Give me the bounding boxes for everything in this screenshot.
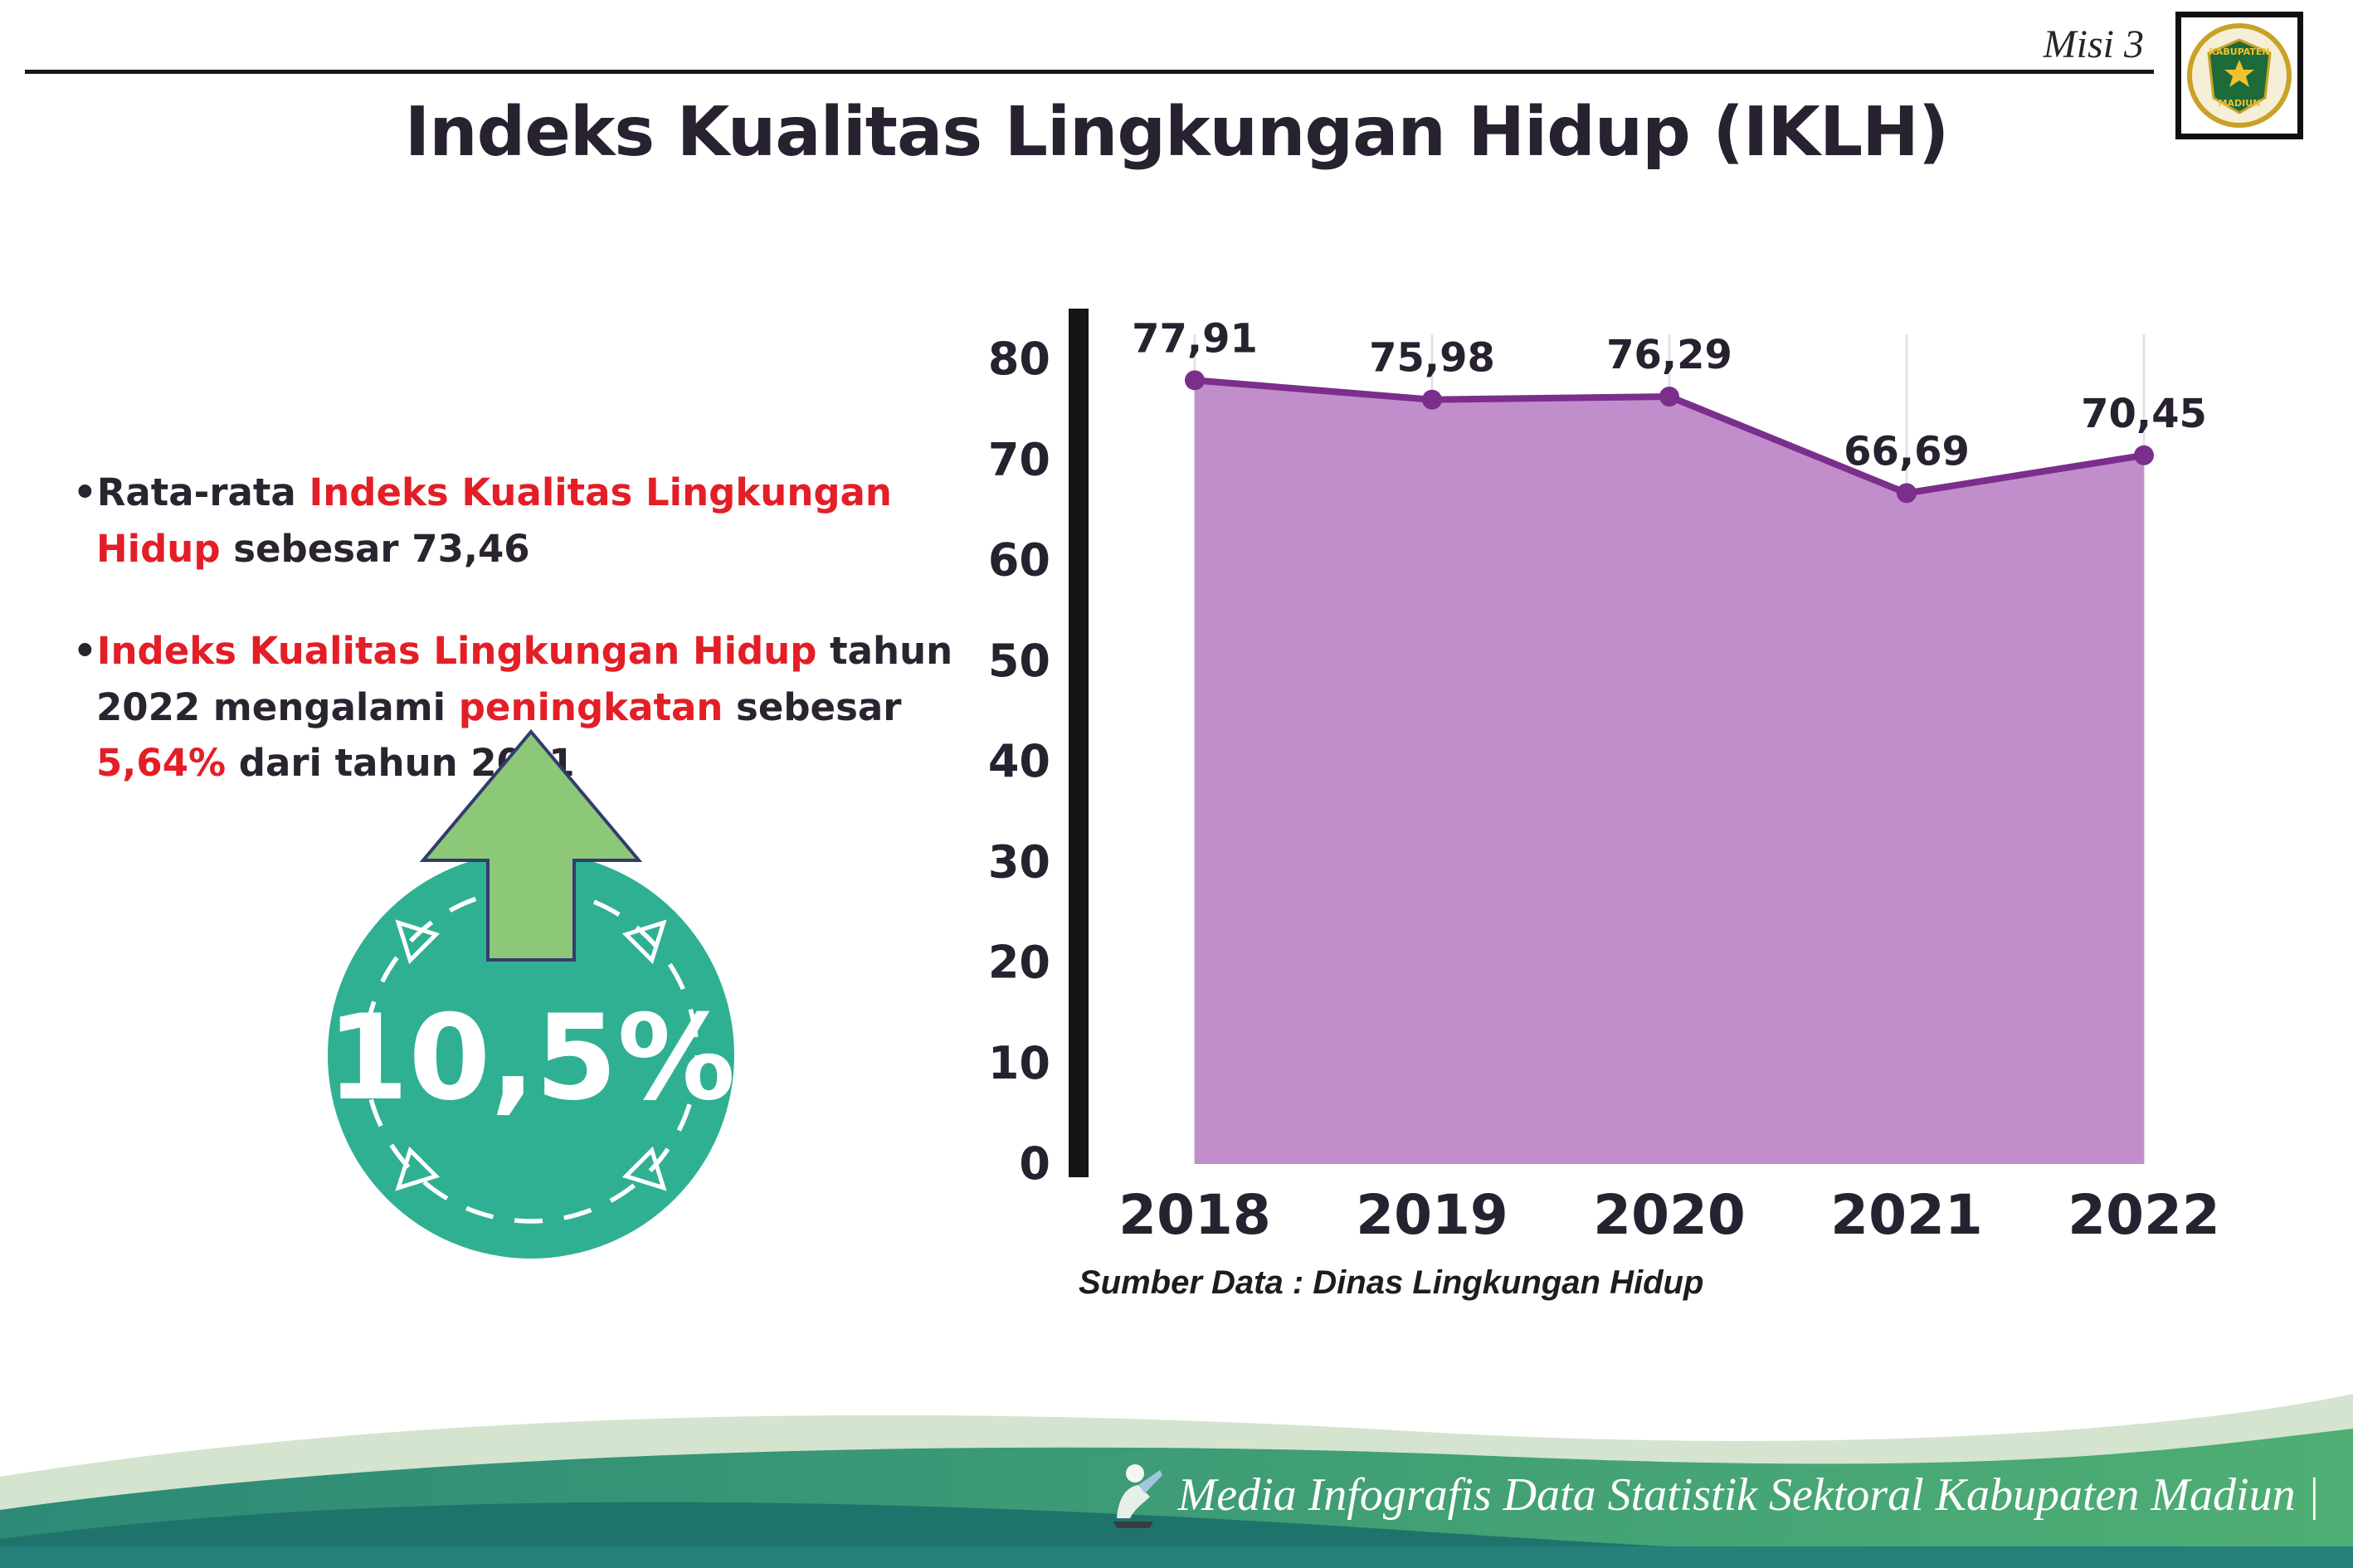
svg-text:70,45: 70,45 [2081, 391, 2207, 437]
svg-text:10: 10 [988, 1037, 1050, 1089]
svg-text:66,69: 66,69 [1844, 428, 1970, 475]
bullet-text-segment: Indeks Kualitas Lingkungan Hidup [96, 629, 817, 673]
svg-text:2021: 2021 [1830, 1183, 1983, 1247]
svg-text:0: 0 [1019, 1137, 1050, 1190]
badge-dashed-ring [363, 887, 699, 1224]
bullet-dot: • [73, 470, 97, 514]
svg-text:40: 40 [988, 735, 1050, 787]
ring-triangle-icon [621, 919, 667, 965]
misi-label: Misi 3 [2043, 22, 2144, 66]
bullet-text-segment: sebesar [723, 684, 902, 729]
svg-text:2019: 2019 [1356, 1183, 1508, 1247]
svg-text:76,29: 76,29 [1606, 332, 1732, 378]
bullet-text-segment: Rata-rata [96, 470, 309, 514]
footer-wave [0, 1394, 2353, 1568]
footer-bottom-strip [0, 1546, 2353, 1568]
bullet-text-segment: peningkatan [458, 684, 723, 729]
svg-text:2020: 2020 [1593, 1183, 1746, 1247]
logo-text-bottom: MADIUN [2219, 98, 2261, 109]
svg-text:77,91: 77,91 [1132, 315, 1258, 362]
svg-text:60: 60 [988, 534, 1050, 587]
bullet-item: •Indeks Kualitas Lingkungan Hidup tahun … [73, 623, 961, 791]
page-title: Indeks Kualitas Lingkungan Hidup (IKLH) [404, 93, 1950, 172]
bullet-text-segment: 5,64% [96, 741, 227, 785]
ring-triangle-icon [621, 1146, 667, 1191]
logo-text-top: KABUPATEN [2209, 46, 2269, 57]
footer-credit: Media Infografis Data Statistik Sektoral… [1102, 1460, 2320, 1530]
writer-icon [1113, 1464, 1162, 1528]
svg-text:30: 30 [988, 835, 1050, 888]
logo-crest-icon: KABUPATEN MADIUN [2187, 23, 2292, 128]
svg-text:70: 70 [988, 433, 1050, 485]
increase-badge: 10,5% [327, 728, 736, 1259]
source-note: Sumber Data : Dinas Lingkungan Hidup [1079, 1264, 1704, 1301]
svg-text:20: 20 [988, 937, 1050, 989]
svg-text:80: 80 [988, 333, 1050, 385]
up-arrow-icon [419, 728, 643, 962]
footer-credit-text: Media Infografis Data Statistik Sektoral… [1177, 1469, 2320, 1521]
svg-text:2018: 2018 [1118, 1183, 1271, 1247]
bullet-item: •Rata-rata Indeks Kualitas Lingkungan Hi… [73, 465, 961, 577]
bullet-dot: • [73, 629, 97, 673]
svg-text:75,98: 75,98 [1369, 335, 1495, 382]
badge-circle [328, 852, 734, 1259]
bullet-text-segment: tahun 2022 mengalami [96, 629, 953, 729]
kabupaten-madiun-logo: KABUPATEN MADIUN [2175, 12, 2303, 139]
iklh-area-chart: 0 10 20 30 40 50 60 70 80 2018 2019 2020 2021 2022 77,… [988, 309, 2220, 1247]
bullet-text-segment: sebesar 73,46 [220, 526, 530, 571]
header-rule [25, 70, 2154, 74]
svg-text:50: 50 [988, 635, 1050, 687]
ring-triangle-icon [395, 919, 441, 965]
bullet-text-segment: Indeks Kualitas Lingkungan Hidup [96, 470, 892, 571]
ring-triangle-icon [395, 1146, 441, 1191]
bullet-list: •Rata-rata Indeks Kualitas Lingkungan Hi… [73, 465, 961, 838]
badge-value: 10,5% [327, 990, 736, 1127]
svg-text:2022: 2022 [2068, 1183, 2220, 1247]
